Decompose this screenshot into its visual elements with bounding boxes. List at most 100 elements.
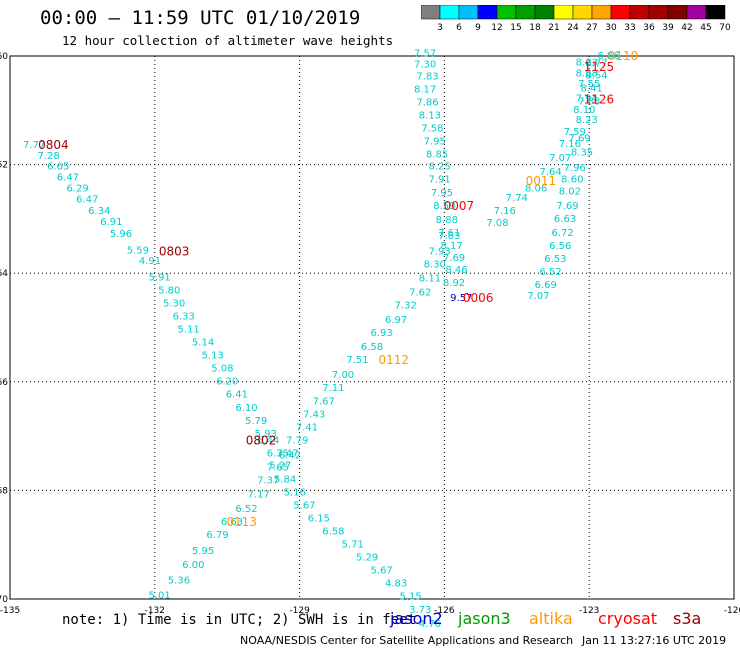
wave-height-value: 5.67 bbox=[371, 566, 393, 577]
legend-label: 15 bbox=[510, 23, 521, 33]
legend-swatch bbox=[686, 5, 707, 20]
wave-height-value: 7.95 bbox=[431, 188, 453, 199]
wave-height-value: 6.63 bbox=[554, 214, 576, 225]
wave-height-value: 6.10 bbox=[235, 403, 257, 414]
wave-height-value: 7.61 bbox=[438, 228, 460, 239]
legend-label: 6 bbox=[456, 23, 462, 33]
legend-label: 70 bbox=[719, 23, 731, 33]
wave-height-value: 6.58 bbox=[361, 342, 383, 353]
wave-height-value: 8.60 bbox=[561, 175, 583, 186]
wave-height-value: 7.30 bbox=[414, 60, 436, 71]
wave-height-value: 8.17 bbox=[414, 85, 436, 96]
wave-height-value: 7.43 bbox=[303, 409, 325, 420]
wave-height-value: 7.93 bbox=[428, 246, 450, 257]
wave-height-value: 7.95 bbox=[424, 137, 446, 148]
wave-height-value: 6.65 bbox=[47, 162, 69, 173]
legend-label: 39 bbox=[662, 23, 674, 33]
wave-height-value: 7.00 bbox=[332, 370, 354, 381]
wave-height-value: 7.79 bbox=[286, 435, 308, 446]
legend-swatch bbox=[515, 5, 536, 20]
satellite-s3a: s3a bbox=[673, 609, 702, 628]
wave-height-value: 7.65 bbox=[267, 463, 289, 474]
wave-height-value: 7.07 bbox=[549, 153, 571, 164]
wave-height-value: 7.37 bbox=[257, 476, 279, 487]
wave-height-value: 6.63 bbox=[221, 517, 243, 528]
wave-height-value: 7.64 bbox=[539, 167, 561, 178]
y-tick-label: -66 bbox=[0, 378, 8, 388]
y-tick-label: -70 bbox=[0, 595, 8, 605]
wave-height-value: 5.71 bbox=[342, 540, 364, 551]
legend-swatch bbox=[496, 5, 517, 20]
wave-height-value: 8.54 bbox=[585, 70, 607, 81]
wave-height-value: 7.16 bbox=[494, 206, 516, 217]
pass-time-label: 0802 bbox=[246, 433, 277, 447]
wave-height-value: 7.94 bbox=[576, 93, 598, 104]
satellite-altika: altika bbox=[529, 609, 573, 628]
wave-height-value: 5.36 bbox=[168, 575, 190, 586]
legend-label: 9 bbox=[475, 23, 481, 33]
legend-swatch bbox=[667, 5, 688, 20]
wave-height-value: 5.08 bbox=[211, 364, 233, 375]
legend-label: 12 bbox=[491, 23, 502, 33]
pass-time-label: 0007 bbox=[444, 199, 475, 213]
wave-height-value: 6.47 bbox=[57, 173, 79, 184]
wave-height-value: 6.47 bbox=[76, 194, 98, 205]
wave-height-value: 6.93 bbox=[371, 328, 393, 339]
legend-swatch bbox=[439, 5, 460, 20]
legend-label: 3 bbox=[437, 23, 443, 33]
wave-height-value: 8.46 bbox=[445, 265, 467, 276]
wave-height-value: 6.35 bbox=[267, 448, 289, 459]
wave-height-value: 7.41 bbox=[296, 422, 318, 433]
wave-height-value: 7.83 bbox=[416, 72, 438, 83]
wave-height-value: 7.91 bbox=[428, 175, 450, 186]
wave-height-value: 8.59 bbox=[433, 201, 455, 212]
wave-height-value: 6.91 bbox=[100, 217, 122, 228]
wave-height-value: 4.91 bbox=[139, 256, 161, 267]
wave-height-value: 8.92 bbox=[443, 278, 465, 289]
wave-height-value: 6.34 bbox=[88, 206, 110, 217]
wave-height-value: 7.67 bbox=[313, 396, 335, 407]
wave-height-value: 7.57 bbox=[414, 49, 436, 60]
wave-height-value: 5.59 bbox=[127, 245, 149, 256]
wave-height-value: 7.62 bbox=[409, 288, 431, 299]
legend-swatch bbox=[477, 5, 498, 20]
legend-label: 42 bbox=[681, 23, 692, 33]
pass-time-label: 0110 bbox=[608, 49, 639, 63]
legend-label: 33 bbox=[624, 23, 635, 33]
satellite-jason2: jason2 bbox=[390, 609, 443, 628]
wave-height-value: 7.69 bbox=[568, 133, 590, 144]
satellite-cryosat: cryosat bbox=[598, 609, 658, 628]
wave-height-value: 7.47 bbox=[276, 448, 298, 459]
y-tick-label: -64 bbox=[0, 269, 8, 279]
legend-label: 24 bbox=[567, 23, 579, 33]
legend-label: 21 bbox=[548, 23, 559, 33]
legend-swatch bbox=[629, 5, 650, 20]
wave-height-value: 7.86 bbox=[416, 98, 438, 109]
wave-height-value: 6.42 bbox=[279, 451, 301, 462]
wave-height-value: 8.06 bbox=[525, 183, 547, 194]
wave-height-value: 7.17 bbox=[247, 490, 269, 501]
x-tick-label: -123 bbox=[579, 606, 599, 616]
legend-label: 45 bbox=[700, 23, 711, 33]
wave-height-value: 6.52 bbox=[235, 504, 257, 515]
wave-height-value: 6.58 bbox=[322, 527, 344, 538]
wave-height-value: 6.52 bbox=[539, 267, 561, 278]
legend-swatch bbox=[610, 5, 631, 20]
wave-height-value: 6.20 bbox=[216, 377, 238, 388]
wave-height-value: 7.59 bbox=[564, 127, 586, 138]
wave-height-value: 5.80 bbox=[158, 285, 180, 296]
legend-label: 27 bbox=[586, 23, 597, 33]
wave-height-value: 7.96 bbox=[564, 163, 586, 174]
wave-height-value: 7.55 bbox=[578, 79, 600, 90]
y-tick-label: -60 bbox=[0, 52, 8, 62]
wave-height-value: 6.29 bbox=[66, 183, 88, 194]
legend-swatch bbox=[458, 5, 479, 20]
wave-height-value: 8.88 bbox=[436, 215, 458, 226]
wave-height-value: 7.69 bbox=[556, 201, 578, 212]
wave-height-value: 7.74 bbox=[506, 193, 528, 204]
y-tick-label: -62 bbox=[0, 161, 8, 171]
pass-time-label: 0113 bbox=[226, 515, 257, 529]
wave-height-value: 6.33 bbox=[173, 312, 195, 323]
wave-height-value: 5.96 bbox=[110, 229, 132, 240]
